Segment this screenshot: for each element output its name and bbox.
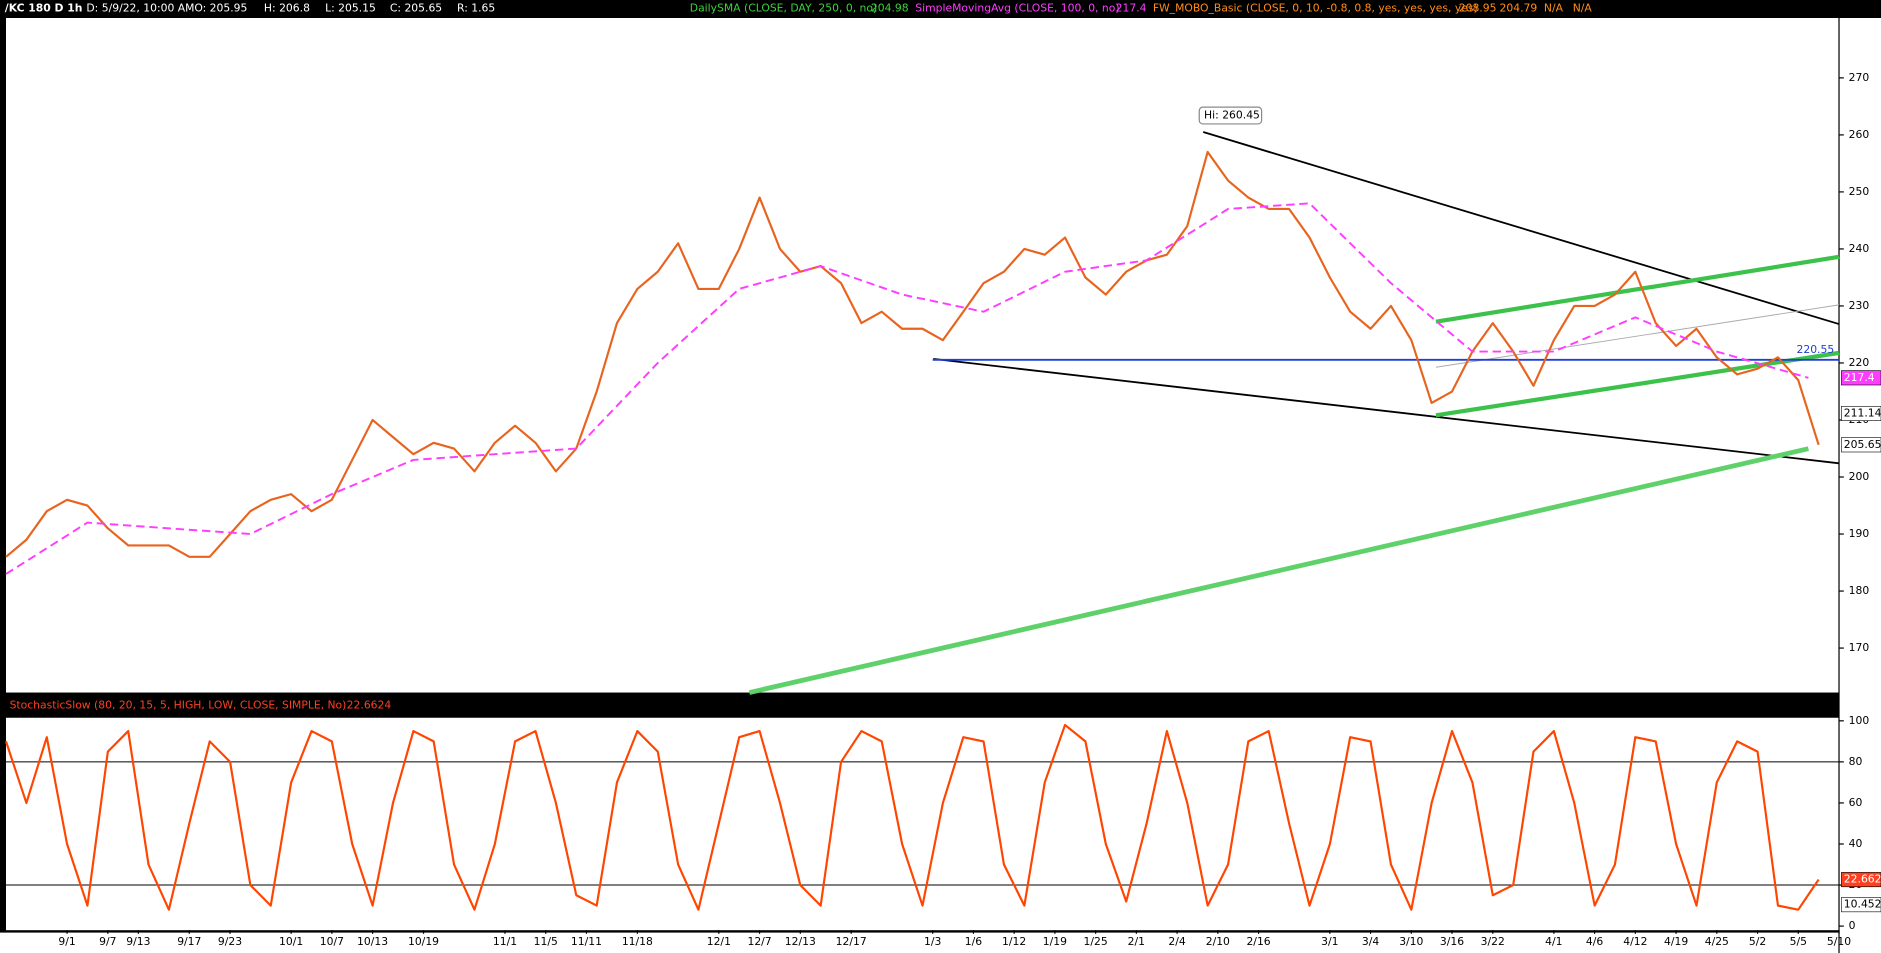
x-tick-label: 3/4 bbox=[1362, 935, 1379, 948]
channel-mid bbox=[1435, 304, 1840, 368]
y-tick-label: 220 bbox=[1849, 356, 1870, 369]
y-tick-label: 200 bbox=[1849, 470, 1870, 483]
study-name: FW_MOBO_Basic (CLOSE, 0, 10, -0.8, 0.8, … bbox=[1153, 1, 1478, 14]
x-tick-label: 1/6 bbox=[965, 935, 982, 948]
right-axis bbox=[1839, 18, 1881, 953]
symbol: /KC 180 D 1h bbox=[5, 1, 83, 14]
x-tick-label: 5/10 bbox=[1827, 935, 1851, 948]
price-tag-label: 217.4 bbox=[1844, 371, 1875, 384]
x-tick-label: 9/1 bbox=[58, 935, 75, 948]
x-tick-label: 12/7 bbox=[747, 935, 771, 948]
y-tick-label: 60 bbox=[1849, 796, 1863, 809]
x-tick-label: 4/6 bbox=[1586, 935, 1603, 948]
price-tag-label: 10.4527 bbox=[1844, 898, 1881, 911]
x-tick-label: 12/17 bbox=[836, 935, 867, 948]
trendline bbox=[933, 357, 1840, 465]
x-tick-label: 2/4 bbox=[1168, 935, 1185, 948]
x-tick-label: 10/13 bbox=[357, 935, 388, 948]
study-name: DailySMA (CLOSE, DAY, 250, 0, no) bbox=[690, 1, 877, 14]
trendline bbox=[1202, 131, 1840, 325]
low: L: 205.15 bbox=[325, 1, 376, 14]
study-value: 204.98 bbox=[871, 1, 909, 14]
series-line bbox=[748, 446, 1809, 695]
study-value: 208.95 bbox=[1459, 1, 1497, 14]
x-tick-label: 11/11 bbox=[571, 935, 602, 948]
y-tick-label: 230 bbox=[1849, 299, 1870, 312]
y-tick-label: 180 bbox=[1849, 584, 1870, 597]
x-tick-label: 4/25 bbox=[1705, 935, 1729, 948]
series-line bbox=[5, 150, 1820, 558]
x-tick-label: 1/12 bbox=[1002, 935, 1026, 948]
y-tick-label: 190 bbox=[1849, 527, 1870, 540]
open: O: 205.95 bbox=[194, 1, 247, 14]
x-tick-label: 2/1 bbox=[1128, 935, 1145, 948]
study-value: N/A bbox=[1544, 1, 1564, 14]
annotation-label: Hi: 260.45 bbox=[1204, 109, 1260, 122]
x-tick-label: 9/7 bbox=[99, 935, 116, 948]
y-tick-label: 250 bbox=[1849, 185, 1870, 198]
y-tick-label: 0 bbox=[1849, 919, 1856, 932]
y-tick-label: 100 bbox=[1849, 714, 1870, 727]
x-tick-label: 10/1 bbox=[279, 935, 303, 948]
range: R: 1.65 bbox=[457, 1, 495, 14]
study-value: 204.79 bbox=[1500, 1, 1538, 14]
price-tag-label: 22.6624 bbox=[1844, 873, 1881, 886]
x-tick-label: 1/3 bbox=[924, 935, 941, 948]
x-tick-label: 9/13 bbox=[126, 935, 150, 948]
x-tick-label: 2/10 bbox=[1206, 935, 1230, 948]
close: C: 205.65 bbox=[390, 1, 442, 14]
annotation-box bbox=[1198, 106, 1263, 125]
x-tick-label: 3/16 bbox=[1440, 935, 1464, 948]
study-value: N/A bbox=[1573, 1, 1593, 14]
x-tick-label: 2/16 bbox=[1246, 935, 1270, 948]
x-tick-label: 4/1 bbox=[1545, 935, 1562, 948]
date: D: 5/9/22, 10:00 AM bbox=[86, 1, 194, 14]
x-tick-label: 11/5 bbox=[534, 935, 558, 948]
level-label: 220.55 bbox=[1796, 343, 1834, 356]
price-tag-label: 211.14 bbox=[1844, 406, 1881, 419]
price-tag-label: 205.65 bbox=[1844, 438, 1881, 451]
study-title-value: 22.6624 bbox=[347, 699, 392, 712]
y-tick-label: 240 bbox=[1849, 242, 1870, 255]
x-tick-label: 9/17 bbox=[177, 935, 201, 948]
study-value: 217.4 bbox=[1116, 1, 1147, 14]
x-tick-label: 3/22 bbox=[1481, 935, 1505, 948]
x-tick-label: 4/19 bbox=[1664, 935, 1688, 948]
x-tick-label: 1/19 bbox=[1043, 935, 1067, 948]
x-tick-label: 1/25 bbox=[1084, 935, 1108, 948]
x-tick-label: 11/18 bbox=[622, 935, 653, 948]
series-line bbox=[4, 723, 1820, 911]
price-panel bbox=[5, 18, 1840, 693]
channel-line bbox=[1435, 254, 1840, 324]
x-tick-label: 5/5 bbox=[1790, 935, 1807, 948]
stoch-panel bbox=[5, 717, 1840, 931]
x-axis bbox=[0, 932, 1881, 953]
study-name: SimpleMovingAvg (CLOSE, 100, 0, no) bbox=[915, 1, 1119, 14]
x-tick-label: 4/12 bbox=[1623, 935, 1647, 948]
x-tick-label: 3/10 bbox=[1399, 935, 1423, 948]
y-tick-label: 40 bbox=[1849, 837, 1863, 850]
channel-line bbox=[1435, 350, 1840, 418]
y-tick-label: 80 bbox=[1849, 755, 1863, 768]
series-line bbox=[5, 202, 1809, 575]
y-tick-label: 260 bbox=[1849, 128, 1870, 141]
x-tick-label: 5/2 bbox=[1749, 935, 1766, 948]
x-tick-label: 10/7 bbox=[320, 935, 344, 948]
y-tick-label: 270 bbox=[1849, 71, 1870, 84]
study-title: StochasticSlow (80, 20, 15, 5, HIGH, LOW… bbox=[10, 699, 347, 712]
high: H: 206.8 bbox=[264, 1, 310, 14]
x-tick-label: 9/23 bbox=[218, 935, 242, 948]
x-tick-label: 11/1 bbox=[493, 935, 517, 948]
x-tick-label: 10/19 bbox=[408, 935, 439, 948]
x-tick-label: 12/1 bbox=[707, 935, 731, 948]
x-tick-label: 12/13 bbox=[785, 935, 816, 948]
y-tick-label: 170 bbox=[1849, 641, 1870, 654]
x-tick-label: 3/1 bbox=[1321, 935, 1338, 948]
